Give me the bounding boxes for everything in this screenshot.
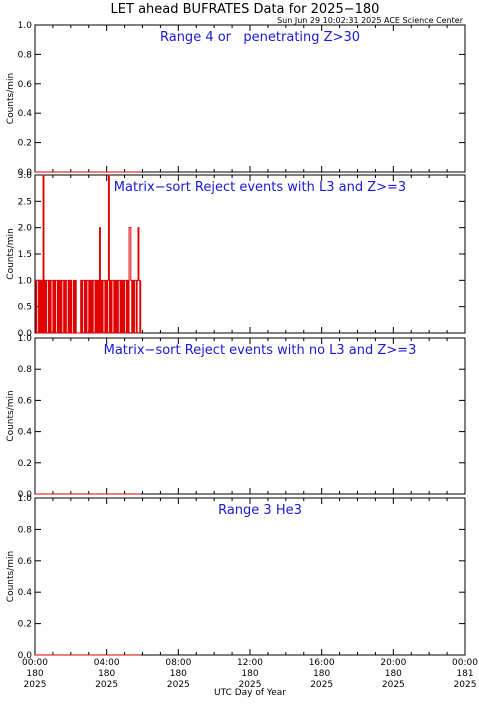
y-tick-label: 0.2 — [18, 139, 32, 149]
y-tick-label: 0.0 — [18, 329, 33, 339]
plot-frame — [34, 337, 466, 495]
y-tick-label: 1.0 — [18, 494, 33, 504]
x-tick-label-time: 08:00 — [165, 658, 191, 668]
panel-4: 0.0 0.2 0.4 0.6 0.8 1.0 Counts/min Range 3 He3 — [6, 494, 466, 661]
y-tick-label: 1.0 — [18, 276, 33, 286]
y-tick-label: 0.0 — [18, 651, 33, 661]
x-tick-label-doy: 180 — [26, 669, 43, 679]
x-tick-label-doy: 180 — [241, 669, 258, 679]
x-tick-label-time: 12:00 — [237, 658, 263, 668]
panel-2: 0.0 0.5 1.0 1.5 2.0 2.5 3.0 Counts/min Matrix−so… — [6, 171, 466, 339]
x-tick-label-doy: 181 — [456, 669, 473, 679]
generation-timestamp: Sun Jun 29 10:02:31 2025 ACE Science Cen… — [277, 16, 464, 25]
x-tick-label-doy: 180 — [313, 669, 330, 679]
y-tick-label: 0.8 — [18, 525, 33, 535]
x-tick-label-time: 20:00 — [380, 658, 406, 668]
figure-title: LET ahead BUFRATES Data for 2025−180 — [111, 2, 380, 17]
plot-frame — [34, 497, 466, 656]
x-axis-label: UTC Day of Year — [214, 688, 286, 698]
x-tick-label-year: 2025 — [239, 680, 262, 690]
x-tick-label-year: 2025 — [24, 680, 47, 690]
y-tick-label: 0.5 — [18, 303, 32, 313]
y-tick-label: 0.2 — [18, 459, 32, 469]
y-tick-label: 0.6 — [18, 396, 33, 406]
y-tick-label: 1.5 — [18, 250, 32, 260]
x-tick-label-year: 2025 — [454, 680, 477, 690]
y-tick-label: 0.4 — [18, 428, 33, 438]
y-axis-label: Counts/min — [6, 390, 16, 441]
x-tick-label-time: 16:00 — [309, 658, 335, 668]
x-tick-label-year: 2025 — [310, 680, 333, 690]
y-tick-label: 1.0 — [18, 334, 33, 344]
y-tick-label: 2.0 — [18, 224, 33, 234]
panel-title: Matrix−sort Reject events with L3 and Z>… — [114, 180, 406, 195]
x-tick-label-doy: 180 — [170, 669, 187, 679]
y-axis-label: Counts/min — [6, 551, 16, 602]
series-line-1 — [35, 174, 142, 334]
y-tick-label: 3.0 — [18, 171, 33, 181]
y-tick-label: 0.4 — [18, 588, 33, 598]
x-tick-label-year: 2025 — [382, 680, 405, 690]
y-tick-label: 0.0 — [18, 490, 33, 500]
y-tick-label: 0.8 — [18, 365, 33, 375]
x-tick-label-time: 04:00 — [94, 658, 120, 668]
x-tick-label-doy: 180 — [98, 669, 115, 679]
y-tick-label: 2.5 — [18, 197, 32, 207]
panel-title: Matrix−sort Reject events with no L3 and… — [104, 343, 417, 358]
y-tick-label: 0.2 — [18, 620, 32, 630]
y-tick-label: 0.6 — [18, 557, 33, 567]
panel-title: Range 3 He3 — [218, 503, 302, 518]
panel-3: 0.0 0.2 0.4 0.6 0.8 1.0 Counts/min Matrix−sort … — [6, 334, 466, 500]
y-axis-label: Counts/min — [6, 73, 16, 124]
y-tick-label: 1.0 — [18, 21, 33, 31]
x-tick-label-year: 2025 — [167, 680, 190, 690]
x-axis: 00:00180202504:00180202508:00180202512:0… — [22, 658, 478, 690]
y-tick-label: 0.4 — [18, 109, 33, 119]
y-axis-label: Counts/min — [6, 228, 16, 279]
x-tick-label-time: 00:00 — [452, 658, 478, 668]
panel-1: 0.0 0.2 0.4 0.6 0.8 1.0 Counts/min Range 4 or p… — [6, 21, 466, 178]
y-tick-label: 0.8 — [18, 50, 33, 60]
x-tick-label-doy: 180 — [385, 669, 402, 679]
panel-title: Range 4 or penetrating Z>30 — [160, 30, 360, 45]
plot-frame — [34, 24, 466, 173]
y-tick-label: 0.6 — [18, 80, 33, 90]
x-tick-label-time: 00:00 — [22, 658, 48, 668]
y-tick-label: 0.0 — [18, 168, 33, 178]
x-tick-label-year: 2025 — [95, 680, 118, 690]
